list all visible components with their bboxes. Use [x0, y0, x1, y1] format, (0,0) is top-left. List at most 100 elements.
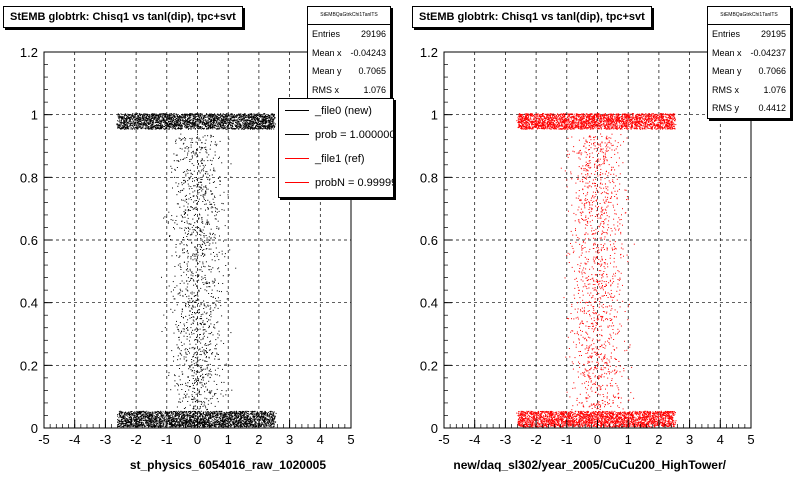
data-point: [253, 113, 255, 115]
data-point: [270, 413, 272, 415]
data-point: [139, 118, 141, 120]
data-point: [162, 421, 164, 423]
data-point: [162, 411, 164, 413]
data-point: [166, 113, 168, 115]
data-point: [185, 119, 187, 121]
data-point: [260, 123, 262, 125]
data-point: [263, 128, 265, 130]
data-point: [229, 120, 230, 122]
data-point: [245, 121, 247, 123]
data-point: [130, 125, 132, 127]
data-point: [250, 122, 252, 124]
data-point: [241, 417, 243, 418]
data-point: [160, 122, 162, 124]
data-point: [249, 417, 251, 419]
data-point: [143, 416, 144, 418]
data-point: [133, 127, 135, 129]
data-point: [153, 421, 155, 423]
data-point: [140, 413, 142, 415]
data-point: [239, 126, 241, 128]
data-point: [156, 124, 158, 126]
data-point: [211, 118, 213, 120]
data-point: [143, 426, 145, 428]
data-point: [268, 415, 270, 417]
data-point: [209, 417, 211, 419]
data-point: [159, 121, 161, 122]
data-point: [194, 416, 196, 418]
data-point: [136, 121, 138, 123]
data-point: [183, 420, 185, 422]
data-point: [234, 119, 236, 121]
data-point: [157, 126, 159, 128]
data-point: [153, 117, 155, 119]
data-point: [179, 122, 181, 124]
data-point: [119, 119, 120, 121]
data-point: [159, 425, 161, 427]
data-point: [164, 116, 165, 118]
data-point: [171, 122, 173, 124]
data-point: [246, 124, 248, 125]
data-point: [226, 128, 228, 130]
data-point: [234, 119, 235, 121]
data-point: [202, 119, 204, 121]
data-point: [204, 116, 206, 118]
data-point: [253, 120, 255, 122]
data-point: [238, 122, 240, 124]
data-point: [246, 416, 248, 418]
data-point: [264, 124, 266, 126]
data-point: [177, 121, 179, 123]
data-point: [179, 414, 180, 416]
data-point: [177, 118, 179, 120]
data-point: [200, 119, 202, 121]
data-point: [116, 124, 118, 126]
data-point: [233, 128, 234, 130]
data-point: [216, 422, 218, 423]
data-point: [213, 411, 215, 413]
data-point: [206, 413, 208, 415]
data-point: [272, 122, 274, 124]
data-point: [273, 113, 275, 115]
data-point: [182, 416, 184, 418]
data-point: [181, 412, 183, 414]
data-point: [268, 418, 270, 420]
data-point: [125, 113, 127, 115]
data-point: [147, 125, 149, 127]
data-point: [163, 121, 165, 123]
data-point: [241, 118, 242, 120]
data-point: [252, 123, 254, 125]
data-point: [181, 127, 183, 129]
data-point: [171, 425, 172, 427]
data-point: [231, 125, 233, 127]
data-point: [214, 125, 215, 127]
data-point: [140, 116, 142, 118]
data-point: [183, 423, 185, 424]
data-point: [267, 419, 269, 421]
data-point: [192, 115, 194, 117]
data-point: [208, 121, 210, 123]
data-point: [218, 126, 220, 128]
data-point: [175, 121, 177, 123]
data-point: [239, 116, 241, 118]
data-point: [127, 425, 129, 427]
data-point: [217, 114, 219, 116]
data-point: [228, 417, 230, 419]
data-point: [142, 417, 144, 419]
data-point: [225, 418, 227, 420]
data-point: [198, 125, 200, 127]
data-point: [264, 411, 266, 413]
data-point: [243, 418, 245, 420]
data-point: [201, 116, 202, 118]
data-point: [207, 117, 209, 119]
data-point: [243, 416, 245, 417]
data-point: [127, 117, 129, 119]
data-point: [153, 113, 155, 115]
data-point: [224, 426, 226, 428]
data-point: [242, 421, 244, 423]
data-point: [246, 418, 248, 420]
data-point: [161, 128, 163, 130]
data-point: [201, 426, 203, 428]
data-point: [178, 117, 180, 119]
data-point: [140, 412, 142, 414]
data-point: [221, 418, 223, 420]
data-point: [168, 414, 170, 416]
